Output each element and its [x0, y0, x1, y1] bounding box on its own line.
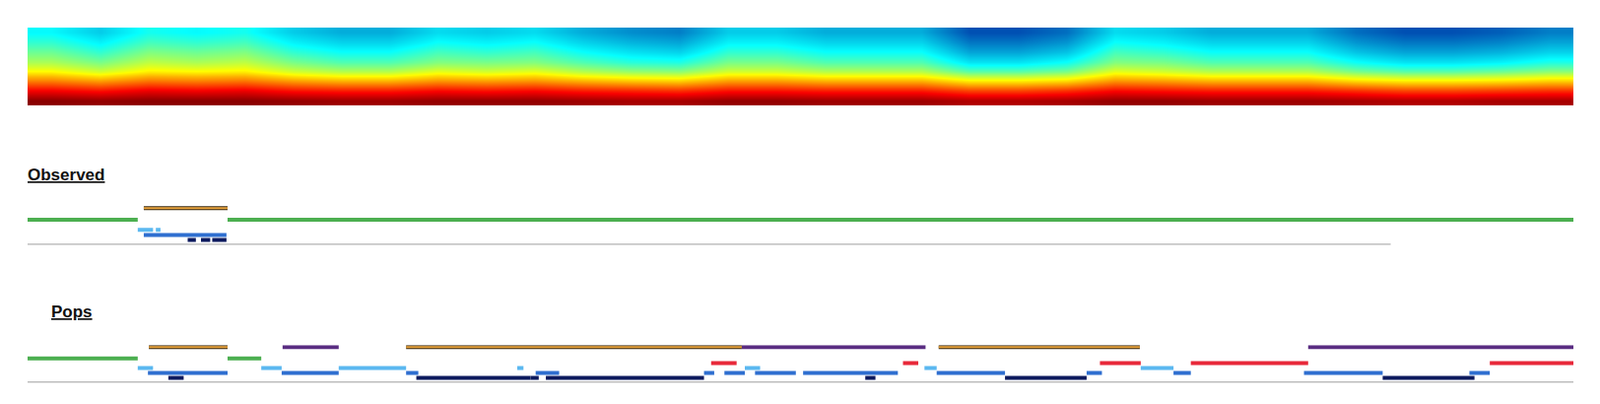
svg-text:Observed: Observed	[27, 165, 105, 185]
svg-text:Pops: Pops	[51, 302, 93, 322]
